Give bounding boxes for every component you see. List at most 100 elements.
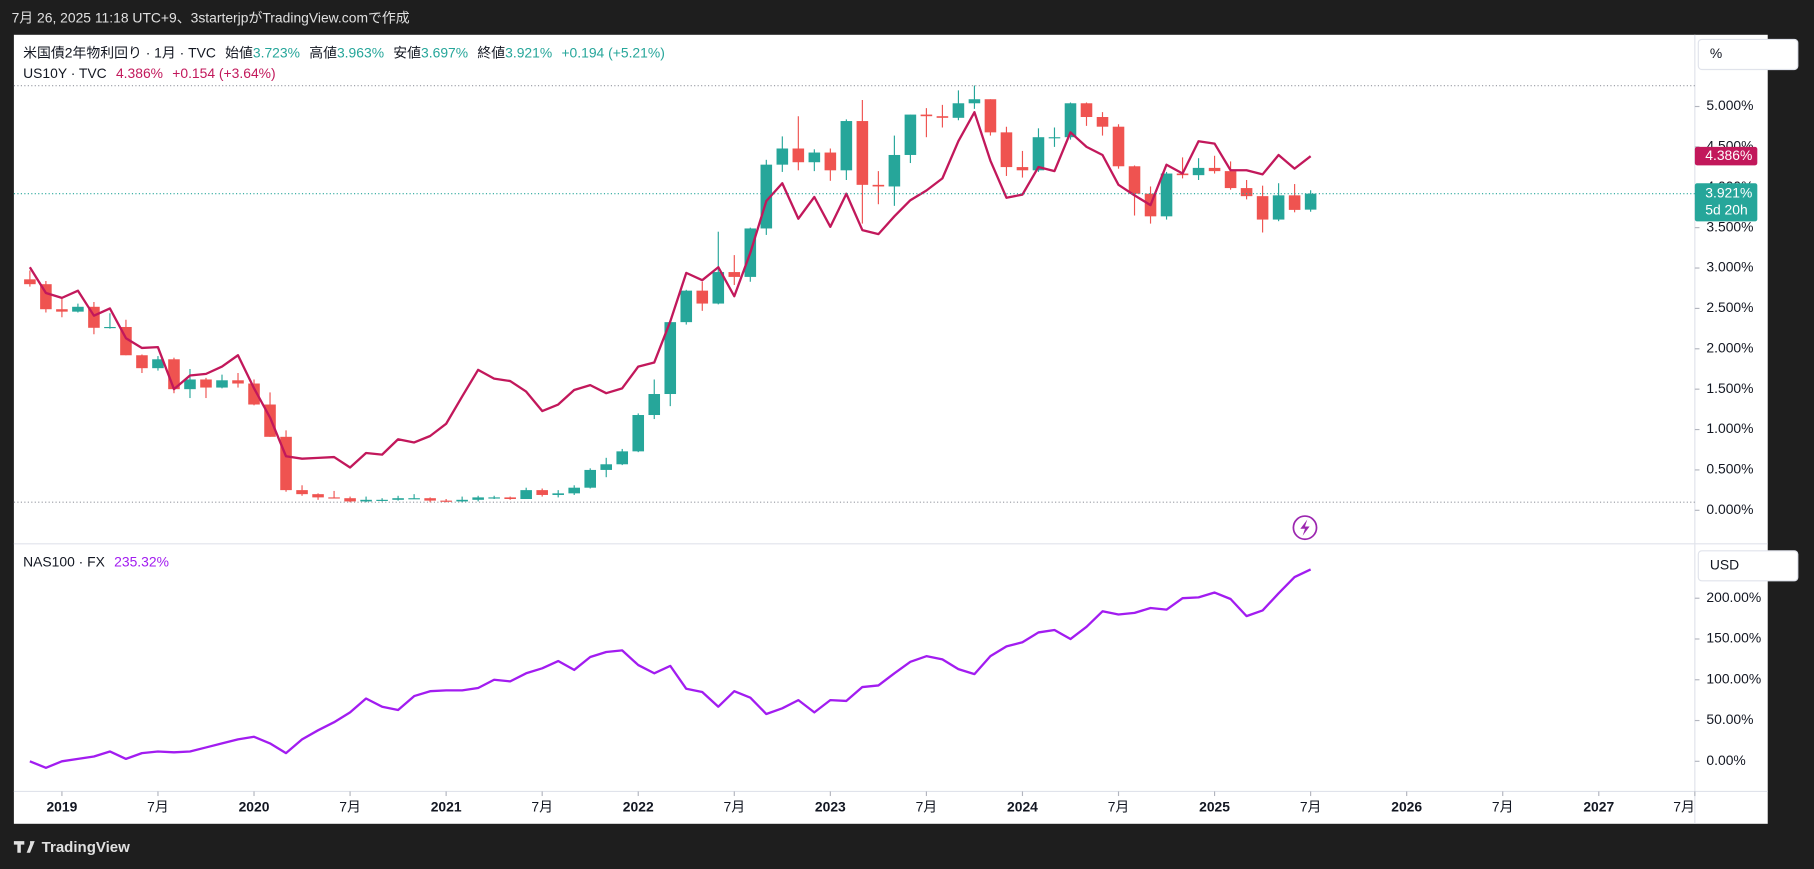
candle-body (696, 290, 709, 304)
candle-body (1288, 195, 1301, 210)
legend-text: +0.154 (+3.64%) (172, 65, 275, 81)
y-tick-label: 2.500% (1706, 299, 1753, 315)
candle-body (952, 103, 965, 118)
legend-text: 3.963% (337, 44, 384, 60)
candle-body (1032, 137, 1045, 171)
x-tick-label: 7月 (1300, 798, 1322, 814)
legend-text: 3.697% (421, 44, 468, 60)
candle-body (1224, 171, 1237, 189)
y-tick-label: 3.500% (1706, 218, 1753, 234)
brand-name: TradingView (42, 839, 130, 856)
candle-body (408, 498, 420, 500)
legend: US10Y · TVC 4.386% +0.154 (+3.64%) (23, 65, 275, 81)
legend-text: 235.32% (114, 553, 169, 569)
legend-text: US10Y · TVC (23, 65, 107, 81)
candle-body (264, 404, 276, 437)
candle-body (520, 490, 532, 500)
indicator-pane (29, 568, 1312, 769)
candle-body (792, 148, 805, 163)
x-tick-label: 7月 (723, 798, 745, 814)
candle-body (568, 487, 580, 494)
candle-body (1272, 195, 1285, 220)
x-tick-label: 7月 (339, 798, 361, 814)
candle-body (664, 322, 677, 395)
candle-body (840, 121, 853, 171)
y-tick-label: 200.00% (1706, 589, 1761, 605)
candle-body (632, 415, 645, 452)
y-tick-label: 2.000% (1706, 339, 1753, 355)
candle-body (40, 284, 52, 310)
candle-body (888, 154, 901, 187)
x-tick-label: 2023 (815, 798, 846, 814)
candle-body (600, 464, 613, 470)
candle-body (440, 500, 452, 502)
x-tick-label: 2027 (1583, 798, 1614, 814)
y-tick-label: 1.000% (1706, 420, 1753, 436)
x-tick-label: 2026 (1391, 798, 1422, 814)
x-tick-label: 2021 (431, 798, 462, 814)
legend: 米国債2年物利回り · 1月 · TVC 始値3.723% 高値3.963% 安値3.… (23, 44, 665, 60)
candle-body (184, 379, 196, 390)
caption: 7月 26, 2025 11:18 UTC+9、3starterjpがTradi… (12, 9, 410, 25)
x-tick-label: 7月 (147, 798, 169, 814)
candle-body (376, 499, 388, 501)
line-series (29, 568, 1312, 769)
y-tick-label: 0.00% (1706, 752, 1745, 768)
unit-button[interactable] (1697, 550, 1799, 582)
candle-body (1096, 117, 1109, 127)
candle-body (536, 490, 548, 495)
candle-body (1112, 126, 1125, 167)
candle-body (232, 380, 244, 384)
candle-body (120, 326, 132, 356)
price-badge-label: 4.386% (1705, 147, 1752, 163)
candle-body (168, 359, 180, 390)
candle-body (680, 290, 693, 323)
candle-body (136, 355, 148, 369)
candle-body (472, 497, 484, 500)
candle-body (824, 152, 837, 171)
candle-body (552, 493, 564, 495)
candle-body (360, 499, 372, 502)
candle-body (392, 498, 404, 500)
icon-bolt (1300, 519, 1310, 536)
candle-body (984, 99, 997, 133)
candle-body (728, 272, 741, 277)
replay-icon[interactable] (1292, 515, 1318, 541)
axes: 0.000% 0.500% 1.000% 1.500% 2.000% 2.500% 3.00… (46, 97, 1761, 814)
candle-body (1048, 137, 1061, 139)
brand-logo (13, 841, 35, 853)
legend-text: 米国債2年物利回り · 1月 · TVC (23, 44, 216, 60)
y-tick-label: 0.500% (1706, 461, 1753, 477)
candle-body (1064, 103, 1077, 138)
x-tick-label: 7月 (1108, 798, 1130, 814)
candle-body (456, 499, 468, 502)
candle-body (1192, 167, 1205, 176)
candle-body (872, 184, 885, 187)
candle-body (312, 494, 324, 498)
legend-text: 高値 (309, 44, 337, 60)
x-tick-label: 7月 (916, 798, 938, 814)
candle-body (808, 152, 821, 163)
x-tick-label: 7月 (1492, 798, 1514, 814)
chart-panel (13, 34, 1768, 824)
candle-body (584, 469, 596, 488)
candle-body (56, 309, 68, 312)
candle-body (88, 306, 100, 328)
candle-body (776, 148, 789, 165)
candle-body (1016, 167, 1029, 171)
y-tick-label: 50.00% (1706, 711, 1753, 727)
y-tick-label: 100.00% (1706, 670, 1761, 686)
candle-body (504, 497, 516, 500)
unit-button[interactable] (1697, 38, 1799, 71)
unit-label: USD (1710, 556, 1739, 572)
candle-body (488, 497, 500, 499)
y-tick-label: 5.000% (1706, 97, 1753, 113)
candle-body (920, 114, 933, 117)
candle-body (1160, 173, 1173, 217)
legend-text: 安値 (393, 44, 421, 60)
y-tick-label: 150.00% (1706, 630, 1761, 646)
candle-body (24, 279, 36, 285)
candle-body (1256, 196, 1269, 220)
